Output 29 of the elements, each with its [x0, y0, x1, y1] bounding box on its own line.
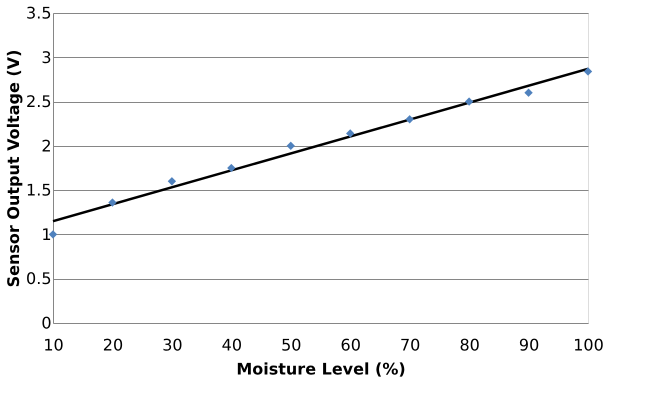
x-tick-label: 70 — [400, 336, 420, 354]
x-tick-label: 30 — [162, 336, 183, 354]
x-axis-title: Moisture Level (%) — [236, 360, 406, 378]
y-tick-label: 1.5 — [26, 180, 52, 200]
x-tick-label: 90 — [518, 336, 540, 354]
y-tick-label: 3.5 — [26, 4, 52, 22]
point — [524, 88, 533, 97]
point — [227, 164, 236, 172]
y-tick-label: 3 — [41, 48, 52, 67]
y-tick-label: 1 — [41, 224, 52, 244]
x-tick-label: 20 — [102, 336, 124, 354]
y-tick-label: 2 — [41, 136, 52, 156]
point — [405, 115, 414, 124]
point — [464, 97, 474, 106]
y-axis-title: Sensor Output Voltage (V) — [4, 50, 24, 288]
point — [108, 198, 117, 207]
x-tick-label: 10 — [43, 336, 64, 354]
point — [168, 177, 176, 186]
y-tick-label: 0.5 — [26, 269, 52, 288]
y-tick-label: 0 — [41, 314, 52, 332]
point — [286, 142, 295, 150]
x-tick-label: 100 — [573, 336, 604, 354]
x-tick-label: 80 — [459, 336, 480, 354]
point — [584, 67, 592, 76]
x-tick-label: 40 — [222, 336, 242, 354]
point — [346, 129, 354, 138]
x-tick-label: 60 — [340, 336, 361, 354]
x-tick-label: 50 — [281, 336, 302, 354]
y-tick-label: 2.5 — [26, 92, 52, 112]
